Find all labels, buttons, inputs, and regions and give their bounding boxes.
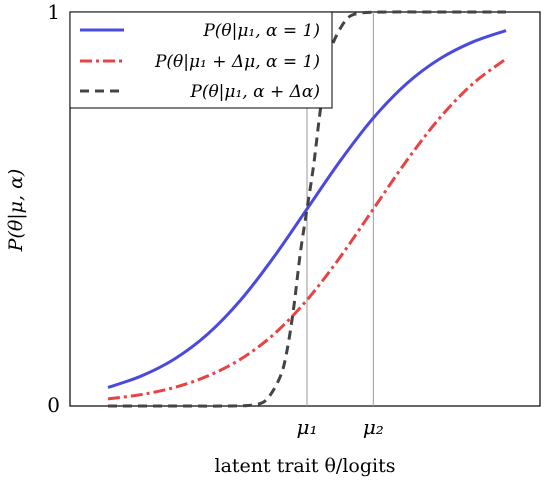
legend-label-series-2: P(θ|μ₁ + Δμ, α = 1) xyxy=(154,52,320,72)
legend-label-series-3: P(θ|μ₁, α + Δα) xyxy=(189,82,320,102)
legend-label-series-1: P(θ|μ₁, α = 1) xyxy=(202,21,320,41)
xtick-label-mu1: μ₁ xyxy=(296,415,317,439)
y-axis-label: P(θ|μ, α) xyxy=(5,169,27,253)
series-layer xyxy=(107,10,507,408)
x-axis-label: latent trait θ/logits xyxy=(215,455,396,477)
xtick-label-mu2: μ₂ xyxy=(363,415,384,439)
series-line-2 xyxy=(107,57,507,401)
series-line-1 xyxy=(107,29,507,389)
ytick-label-top: 1 xyxy=(47,0,60,24)
legend: P(θ|μ₁, α = 1) P(θ|μ₁ + Δμ, α = 1) P(θ|μ… xyxy=(69,11,333,109)
ytick-label-bottom: 0 xyxy=(47,393,60,417)
